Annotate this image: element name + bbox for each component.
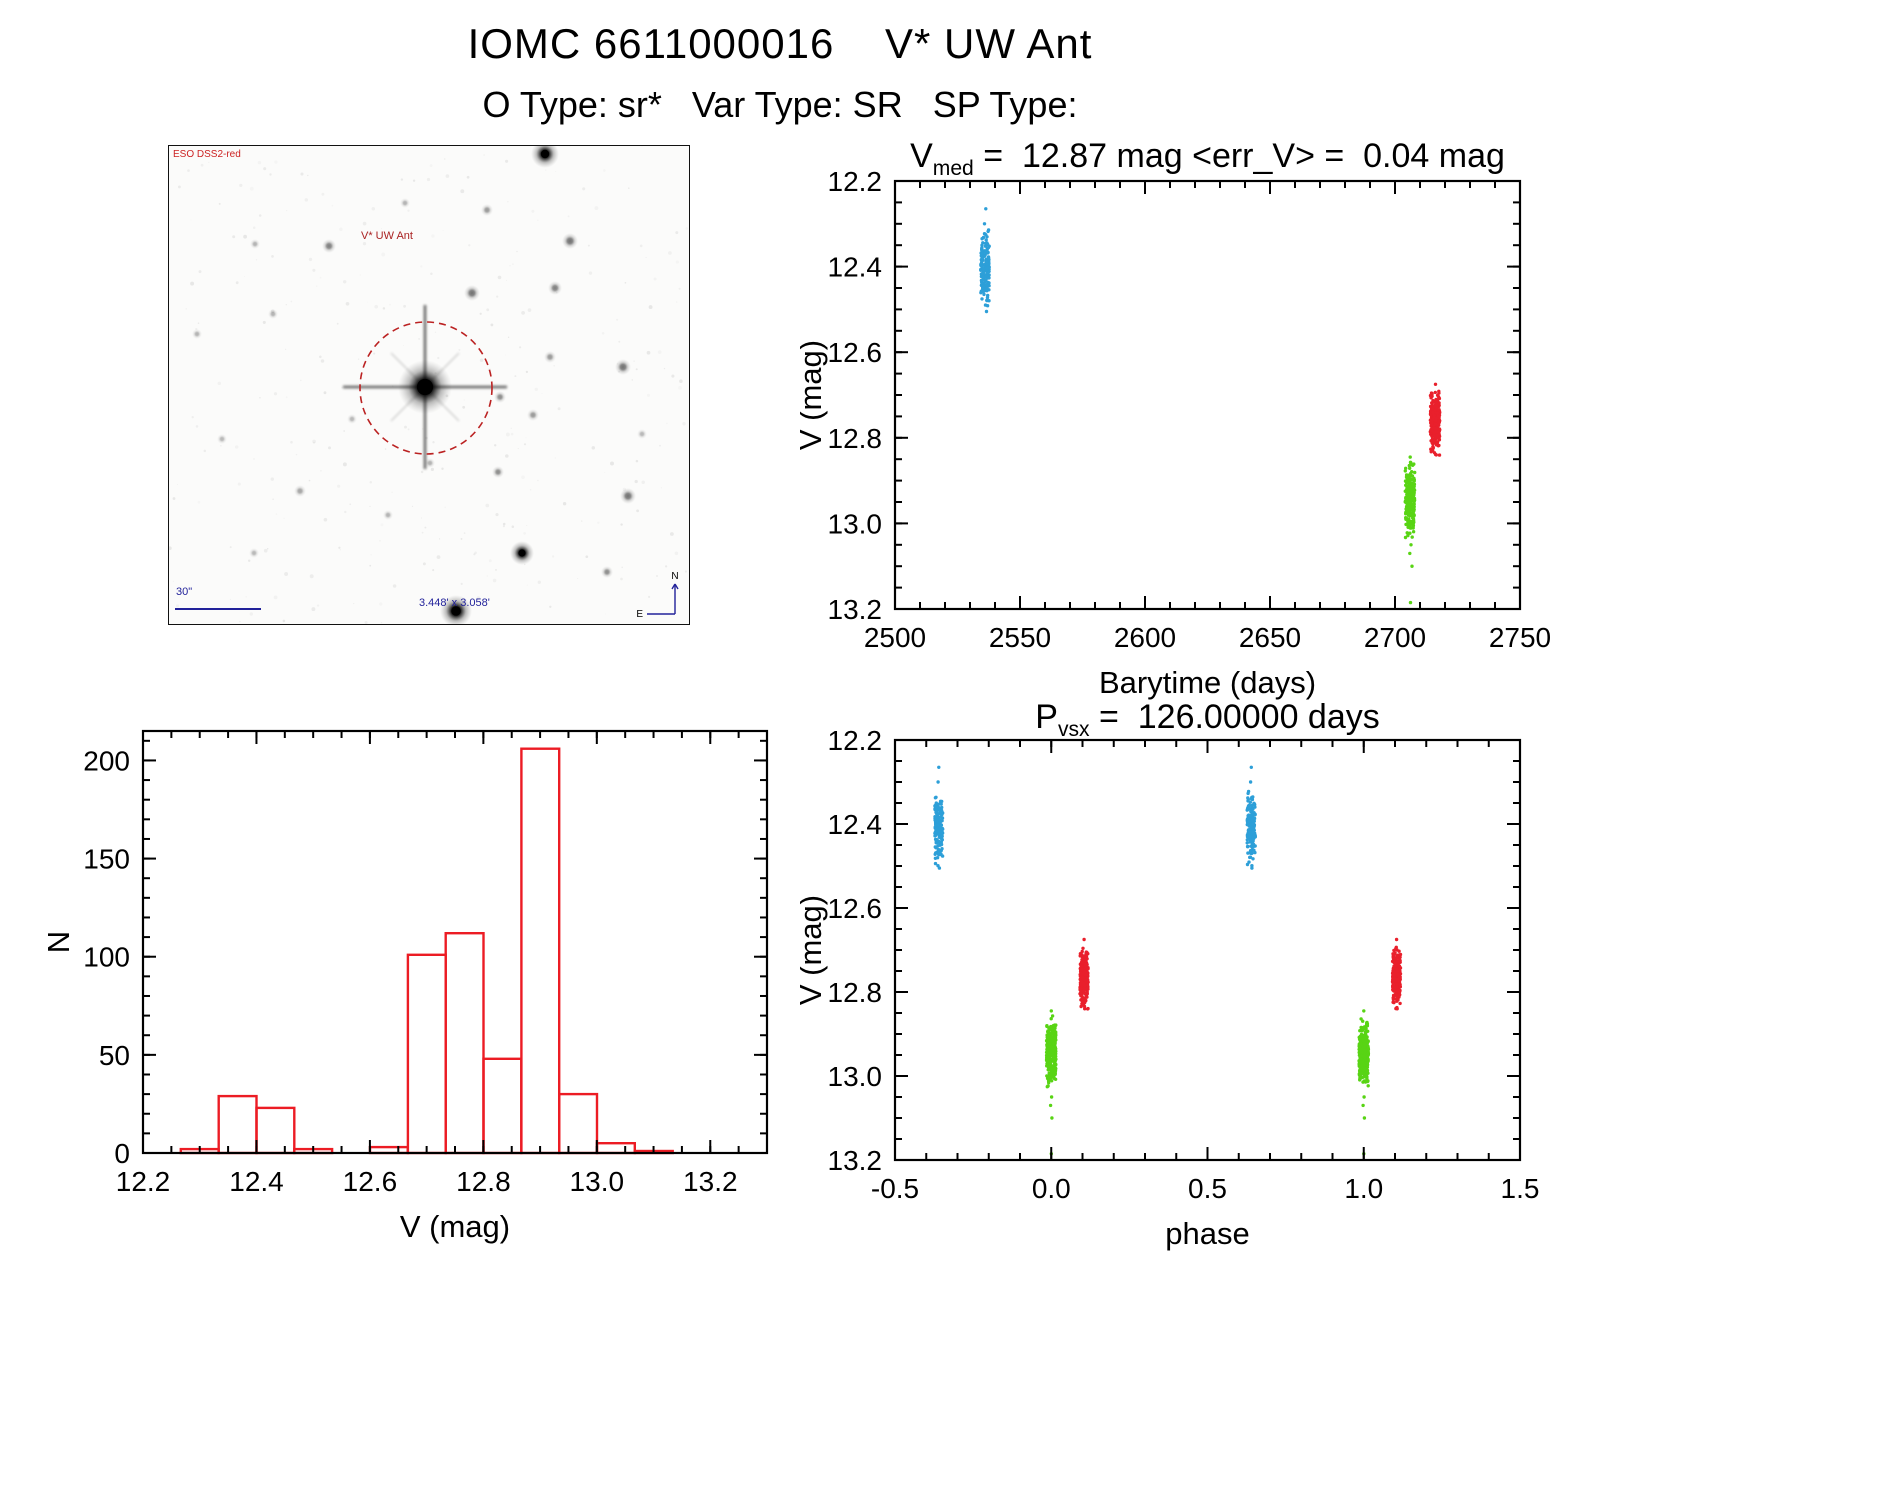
- lightcurve-title-sub: med: [932, 156, 974, 180]
- svg-text:12.2: 12.2: [828, 725, 883, 756]
- svg-text:50: 50: [99, 1040, 130, 1071]
- svg-text:1.0: 1.0: [1344, 1173, 1383, 1204]
- svg-text:2500: 2500: [864, 622, 926, 653]
- svg-text:150: 150: [83, 844, 130, 875]
- page-subtitle: O Type: sr* Var Type: SR SP Type:: [482, 84, 1078, 125]
- svg-text:0: 0: [114, 1138, 130, 1169]
- svg-text:12.4: 12.4: [828, 809, 883, 840]
- histogram-axes: [141, 729, 769, 1155]
- phase-cluster-green-phase-a: [1044, 1009, 1058, 1156]
- svg-text:13.0: 13.0: [828, 508, 883, 539]
- svg-text:12.6: 12.6: [828, 337, 883, 368]
- phase-cluster-red-phase-b: [1390, 937, 1403, 1011]
- lightcurve-cluster-epoch-2-green: [1403, 455, 1417, 605]
- svg-text:V (mag): V (mag): [400, 1209, 510, 1244]
- svg-text:200: 200: [83, 745, 130, 776]
- lightcurve-cluster-epoch-1-blue: [979, 207, 991, 314]
- svg-text:13.2: 13.2: [683, 1166, 738, 1197]
- phase-axis-labels: phase V (mag): [800, 895, 1250, 1251]
- histogram-ticks: [142, 731, 768, 1154]
- histogram-plot: 12.2 12.4 12.6 12.8 13.0 13.2 0 50 100 150 200 V (m…: [40, 700, 800, 1300]
- svg-text:0.5: 0.5: [1188, 1173, 1227, 1204]
- finder-canvas: NE: [169, 146, 687, 624]
- svg-text:12.6: 12.6: [343, 1166, 398, 1197]
- compass-north-label: N: [671, 571, 678, 582]
- svg-text:V (mag): V (mag): [800, 895, 828, 1005]
- svg-text:2600: 2600: [1114, 622, 1176, 653]
- svg-text:N: N: [41, 931, 76, 953]
- page-title: IOMC 6611000016 V* UW Ant: [467, 20, 1093, 67]
- svg-text:12.2: 12.2: [116, 1166, 171, 1197]
- svg-text:-0.5: -0.5: [871, 1173, 919, 1204]
- lightcurve-title-base: V: [910, 137, 933, 175]
- svg-text:V (mag): V (mag): [800, 340, 828, 450]
- svg-text:13.0: 13.0: [828, 1061, 883, 1092]
- lightcurve-title-rest: = 12.87 mag <err_V> = 0.04 mag: [973, 137, 1505, 175]
- svg-text:12.4: 12.4: [828, 252, 883, 283]
- lightcurve-ticks: [894, 180, 1521, 610]
- page-header: IOMC 6611000016 V* UW Ant O Type: sr* Va…: [0, 20, 1560, 126]
- svg-text:Barytime (days): Barytime (days): [1099, 665, 1316, 700]
- phase-title-base: P: [1035, 698, 1058, 736]
- svg-text:2750: 2750: [1489, 622, 1551, 653]
- svg-text:2550: 2550: [989, 622, 1051, 653]
- svg-text:100: 100: [83, 942, 130, 973]
- field-stars: [192, 146, 647, 624]
- target-marker-circle: [359, 321, 493, 455]
- lightcurve-data-points: [979, 207, 1442, 605]
- svg-text:13.2: 13.2: [828, 594, 883, 625]
- survey-label: ESO DSS2-red: [173, 149, 241, 160]
- phase-cluster-blue-phase-a: [933, 765, 945, 870]
- phase-title-sub: vsx: [1057, 717, 1090, 741]
- histogram-bars: [179, 747, 674, 1155]
- svg-text:2650: 2650: [1239, 622, 1301, 653]
- svg-text:13.0: 13.0: [570, 1166, 625, 1197]
- target-star-faint-spikes: [390, 352, 460, 422]
- svg-text:0.0: 0.0: [1032, 1173, 1071, 1204]
- phase-title-rest: = 126.00000 days: [1089, 698, 1380, 736]
- phase-cluster-red-phase-a: [1078, 937, 1090, 1011]
- sky-background-noise: [169, 146, 687, 624]
- svg-text:13.2: 13.2: [828, 1145, 883, 1176]
- lightcurve-title: Vmed = 12.87 mag <err_V> = 0.04 mag: [895, 137, 1520, 181]
- phase-cluster-green-phase-b: [1357, 1009, 1371, 1156]
- svg-text:12.8: 12.8: [456, 1166, 511, 1197]
- histogram-axis-labels: V (mag) N: [41, 931, 510, 1244]
- svg-text:12.4: 12.4: [229, 1166, 284, 1197]
- histogram-tick-labels: 12.2 12.4 12.6 12.8 13.0 13.2 0 50 100 150 200: [83, 745, 737, 1197]
- svg-text:12.8: 12.8: [828, 423, 883, 454]
- lightcurve-plot: 2500 2550 2600 2650 2700 2750 12.2 12.4 12.6 12.8…: [800, 135, 1560, 725]
- lightcurve-cluster-epoch-3-red: [1428, 382, 1442, 457]
- phase-folded-plot: -0.5 0.0 0.5 1.0 1.5 12.2 12.4 12.6 12.8 13.0 13.2…: [800, 690, 1560, 1300]
- lightcurve-axis-labels: Barytime (days) V (mag): [800, 340, 1316, 700]
- phase-tick-labels: -0.5 0.0 0.5 1.0 1.5 12.2 12.4 12.6 12.8 13.0 13.2: [828, 725, 1540, 1204]
- svg-text:2700: 2700: [1364, 622, 1426, 653]
- svg-text:12.2: 12.2: [828, 166, 883, 197]
- phase-ticks: [894, 739, 1521, 1161]
- scale-bar-label: 30": [176, 586, 193, 598]
- histogram-data-points: [179, 747, 674, 1155]
- svg-text:12.8: 12.8: [828, 977, 883, 1008]
- target-star-label: V* UW Ant: [361, 230, 413, 242]
- phase-axes: [893, 738, 1522, 1162]
- phase-data-points: [933, 765, 1403, 1156]
- phase-canvas: -0.5 0.0 0.5 1.0 1.5 12.2 12.4 12.6 12.8 13.0 13.2…: [800, 725, 1540, 1251]
- svg-text:phase: phase: [1165, 1216, 1249, 1251]
- lightcurve-canvas: 2500 2550 2600 2650 2700 2750 12.2 12.4 12.6 12.8…: [800, 166, 1552, 700]
- lightcurve-axes: [893, 179, 1522, 611]
- compass-east-label: E: [636, 609, 643, 620]
- phase-cluster-blue-phase-b: [1245, 765, 1257, 870]
- svg-text:1.5: 1.5: [1501, 1173, 1540, 1204]
- compass-rose: NE: [636, 571, 678, 620]
- image-size-label: 3.448' x 3.058': [419, 597, 490, 609]
- phase-title: Pvsx = 126.00000 days: [895, 698, 1520, 742]
- histogram-canvas: 12.2 12.4 12.6 12.8 13.0 13.2 0 50 100 150 200 V (m…: [41, 729, 769, 1244]
- svg-text:12.6: 12.6: [828, 893, 883, 924]
- lightcurve-tick-labels: 2500 2550 2600 2650 2700 2750 12.2 12.4 12.6 12.8…: [828, 166, 1552, 653]
